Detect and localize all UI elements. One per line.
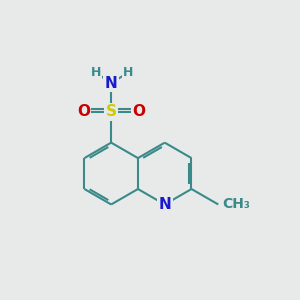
Text: H: H [91, 66, 101, 79]
Text: O: O [77, 104, 90, 119]
Text: O: O [133, 104, 146, 119]
Text: N: N [158, 197, 171, 212]
Text: H: H [123, 66, 134, 79]
Text: S: S [106, 104, 117, 119]
Text: CH₃: CH₃ [222, 197, 250, 212]
Text: N: N [105, 76, 118, 91]
